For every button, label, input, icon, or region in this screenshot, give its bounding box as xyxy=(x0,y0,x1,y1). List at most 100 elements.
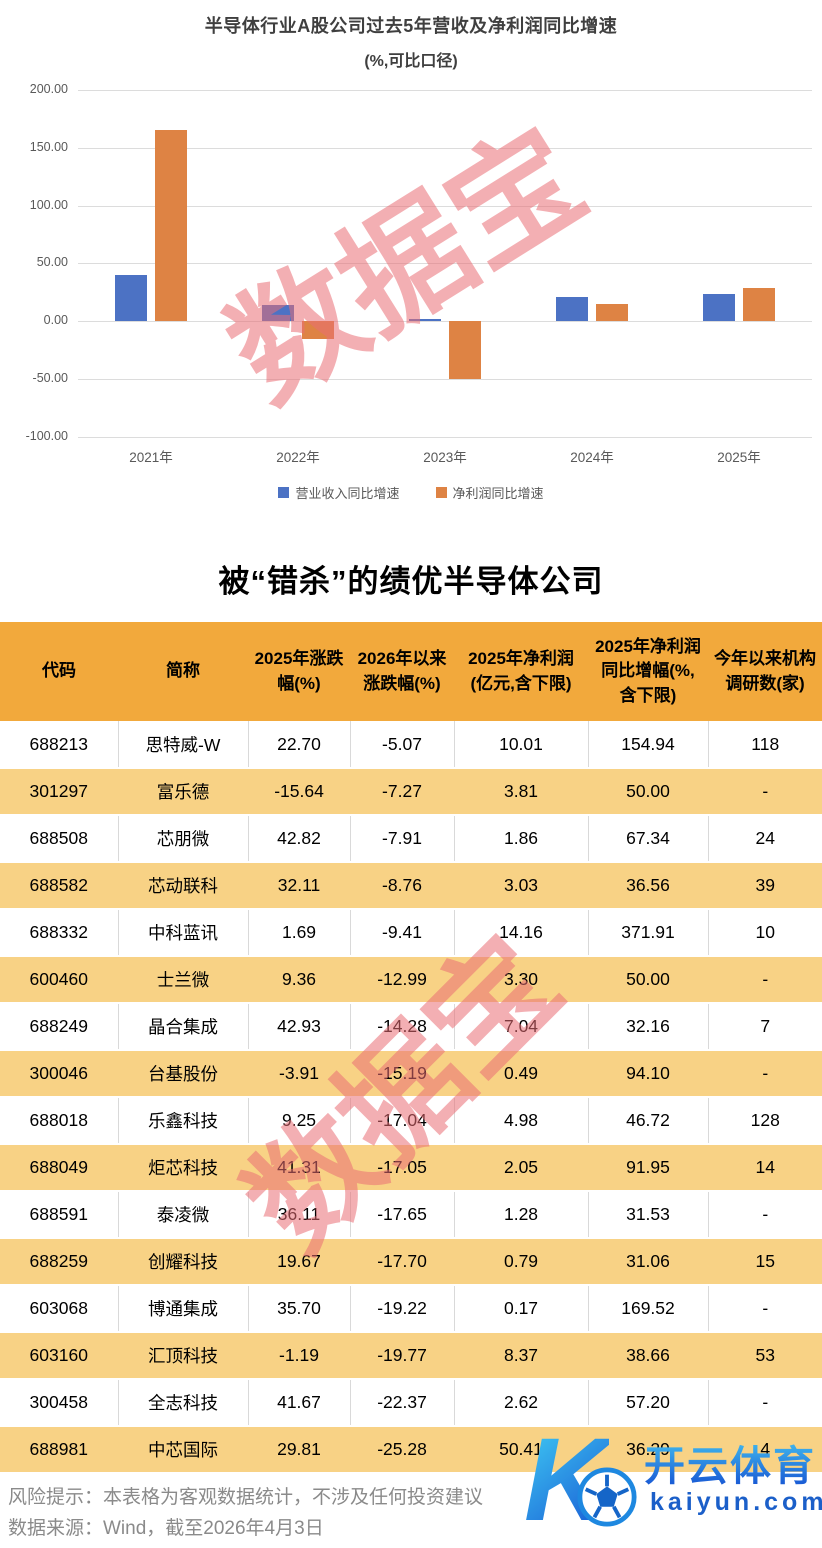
table-cell: 688981 xyxy=(0,1426,118,1474)
table-row: 688249 晶合集成 42.93 -14.28 7.04 32.16 7 xyxy=(0,1003,822,1051)
table-cell: -19.77 xyxy=(350,1332,454,1380)
kaiyun-domain-text: kaiyun.com xyxy=(650,1488,822,1516)
table-cell: 2.05 xyxy=(454,1144,588,1192)
table-cell: 15 xyxy=(708,1238,822,1286)
bar-营业收入同比增速-2024年 xyxy=(556,297,588,321)
chart-title: 半导体行业A股公司过去5年营收及净利润同比增速 xyxy=(204,16,618,36)
table-cell: -8.76 xyxy=(350,862,454,910)
legend-swatch-icon xyxy=(435,487,447,498)
table-cell: -7.91 xyxy=(350,815,455,863)
table-cell: 36.11 xyxy=(248,1191,351,1239)
table-cell: 14.16 xyxy=(454,909,589,957)
table-cell: 688508 xyxy=(0,815,119,863)
gridline xyxy=(78,437,812,438)
table-cell: 1.69 xyxy=(248,909,351,957)
table-cell: 7.04 xyxy=(454,1003,589,1051)
kaiyun-brand-text: 开云体育 xyxy=(644,1432,816,1492)
table-cell: 41.31 xyxy=(248,1144,350,1192)
table-cell: 603160 xyxy=(0,1332,118,1380)
data-source: 数据来源：Wind，截至2026年4月3日 xyxy=(8,1518,324,1539)
chart-legend: 营业收入同比增速 净利润同比增速 xyxy=(0,483,822,502)
table-cell: 博通集成 xyxy=(118,1285,249,1333)
table-cell: -12.99 xyxy=(350,956,454,1004)
table-cell: 台基股份 xyxy=(118,1050,248,1098)
soccer-ball-icon xyxy=(577,1467,637,1527)
table-cell: -3.91 xyxy=(248,1050,350,1098)
bar-净利润同比增速-2025年 xyxy=(743,288,775,321)
table-cell: 688582 xyxy=(0,862,118,910)
table-cell: 24 xyxy=(708,815,822,863)
table-cell: - xyxy=(708,1050,822,1098)
table-cell: 301297 xyxy=(0,768,118,816)
table-cell: 688213 xyxy=(0,721,119,769)
table-cell: -14.28 xyxy=(350,1003,455,1051)
table-cell: 46.72 xyxy=(588,1097,709,1145)
table-header-row: 代码 简称 2025年涨跌幅(%) 2026年以来涨跌幅(%) 2025年净利润(亿元,… xyxy=(0,622,822,721)
table-cell: -17.05 xyxy=(350,1144,454,1192)
table-row: 688018 乐鑫科技 9.25 -17.04 4.98 46.72 128 xyxy=(0,1097,822,1145)
table-cell: 1.86 xyxy=(454,815,589,863)
legend-item: 营业收入同比增速 xyxy=(278,483,400,502)
table-cell: 154.94 xyxy=(588,721,709,769)
table-cell: 3.30 xyxy=(454,956,588,1004)
table-wrap: 代码 简称 2025年涨跌幅(%) 2026年以来涨跌幅(%) 2025年净利润(亿元,… xyxy=(0,622,822,1474)
column-header: 2026年以来涨跌幅(%) xyxy=(350,622,454,721)
table-cell: 0.17 xyxy=(454,1285,589,1333)
gridline xyxy=(78,90,812,91)
table-cell: 1.28 xyxy=(454,1191,589,1239)
table-row: 688049 炬芯科技 41.31 -17.05 2.05 91.95 14 xyxy=(0,1144,822,1192)
table-cell: 泰凌微 xyxy=(118,1191,249,1239)
legend-swatch-icon xyxy=(278,487,290,498)
bar-营业收入同比增速-2021年 xyxy=(115,275,147,321)
table-row: 688332 中科蓝讯 1.69 -9.41 14.16 371.91 10 xyxy=(0,909,822,957)
table-cell: 中芯国际 xyxy=(118,1426,248,1474)
table-cell: -15.64 xyxy=(248,768,350,816)
table-cell: -17.65 xyxy=(350,1191,455,1239)
table-cell: -22.37 xyxy=(350,1379,455,1427)
table-row: 688213 思特威-W 22.70 -5.07 10.01 154.94 118 xyxy=(0,721,822,769)
column-header: 2025年净利润同比增幅(%,含下限) xyxy=(588,622,708,721)
table-cell: 36.29 xyxy=(588,1426,708,1474)
kaiyun-logo: K 开云体育 kaiyun.com xyxy=(518,1414,822,1546)
table-cell: 8.37 xyxy=(454,1332,588,1380)
table-cell: 3.03 xyxy=(454,862,588,910)
bar-净利润同比增速-2024年 xyxy=(596,304,628,321)
y-axis-tick: 150.00 xyxy=(29,140,68,154)
column-header: 2025年涨跌幅(%) xyxy=(248,622,350,721)
chart-subtitle: (%,可比口径) xyxy=(364,53,458,70)
table-cell: 42.82 xyxy=(248,815,351,863)
x-axis-tick: 2024年 xyxy=(570,450,614,465)
table-cell: 乐鑫科技 xyxy=(118,1097,249,1145)
table-cell: 31.53 xyxy=(588,1191,709,1239)
table-row: 688591 泰凌微 36.11 -17.65 1.28 31.53- xyxy=(0,1191,822,1239)
table-cell: 14 xyxy=(708,1144,822,1192)
table-cell: 0.49 xyxy=(454,1050,588,1098)
table-row: 603068 博通集成 35.70 -19.22 0.17 169.52- xyxy=(0,1285,822,1333)
table-cell: 50.41 xyxy=(454,1426,588,1474)
table-cell: 31.06 xyxy=(588,1238,708,1286)
gridline xyxy=(78,321,812,322)
table-cell: 4.98 xyxy=(454,1097,589,1145)
table-row: 600460 士兰微 9.36 -12.99 3.30 50.00- xyxy=(0,956,822,1004)
table-row: 300046 台基股份 -3.91 -15.19 0.49 94.10- xyxy=(0,1050,822,1098)
y-axis-tick: 100.00 xyxy=(29,198,68,212)
table-cell: -17.70 xyxy=(350,1238,454,1286)
table-cell: 9.36 xyxy=(248,956,350,1004)
table-cell: 53 xyxy=(708,1332,822,1380)
table-cell: 中科蓝讯 xyxy=(118,909,249,957)
table-cell: 118 xyxy=(708,721,822,769)
table-cell: 42.93 xyxy=(248,1003,351,1051)
table-cell: 38.66 xyxy=(588,1332,708,1380)
x-axis-tick: 2022年 xyxy=(276,450,320,465)
table-cell: 688249 xyxy=(0,1003,119,1051)
table-row: 688259 创耀科技 19.67 -17.70 0.79 31.06 15 xyxy=(0,1238,822,1286)
table-cell: 688259 xyxy=(0,1238,118,1286)
table-cell: 688018 xyxy=(0,1097,119,1145)
table-cell: 19.67 xyxy=(248,1238,350,1286)
table-cell: 41.67 xyxy=(248,1379,351,1427)
bar-营业收入同比增速-2025年 xyxy=(703,294,735,321)
column-header: 2025年净利润(亿元,含下限) xyxy=(454,622,588,721)
table-cell: 50.00 xyxy=(588,956,708,1004)
table-cell: 32.16 xyxy=(588,1003,709,1051)
table-cell: 全志科技 xyxy=(118,1379,249,1427)
